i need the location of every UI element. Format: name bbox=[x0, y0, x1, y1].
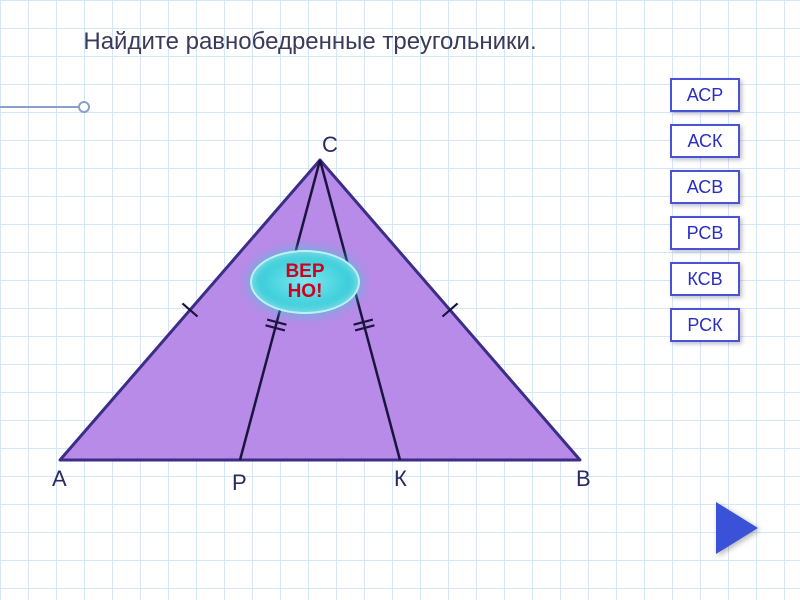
slide-bullet-bar bbox=[0, 106, 82, 108]
vertex-label-c: С bbox=[322, 132, 338, 158]
answer-button-acb[interactable]: АСВ bbox=[670, 170, 740, 204]
answer-button-acp[interactable]: АСР bbox=[670, 78, 740, 112]
page-title: Найдите равнобедренные треугольники. bbox=[0, 28, 620, 56]
answer-button-ack[interactable]: АСК bbox=[670, 124, 740, 158]
triangle-diagram: ВЕР НО! А В С Р К bbox=[40, 130, 600, 500]
badge-line1: ВЕР bbox=[285, 261, 324, 282]
answer-button-pck[interactable]: РСК bbox=[670, 308, 740, 342]
vertex-label-p: Р bbox=[232, 470, 247, 496]
answer-button-pcb[interactable]: РСВ bbox=[670, 216, 740, 250]
answer-button-kcb[interactable]: КСВ bbox=[670, 262, 740, 296]
badge-text: ВЕР НО! bbox=[285, 262, 324, 302]
slide-bullet-dot bbox=[78, 101, 90, 113]
badge-line2: НО! bbox=[288, 281, 323, 302]
vertex-label-b: В bbox=[576, 466, 591, 492]
vertex-label-k: К bbox=[394, 466, 407, 492]
answer-button-list: АСР АСК АСВ РСВ КСВ РСК bbox=[670, 78, 740, 342]
diagram-svg bbox=[40, 130, 600, 500]
correct-badge: ВЕР НО! bbox=[250, 250, 360, 314]
next-arrow-icon[interactable] bbox=[716, 502, 758, 554]
vertex-label-a: А bbox=[52, 466, 67, 492]
